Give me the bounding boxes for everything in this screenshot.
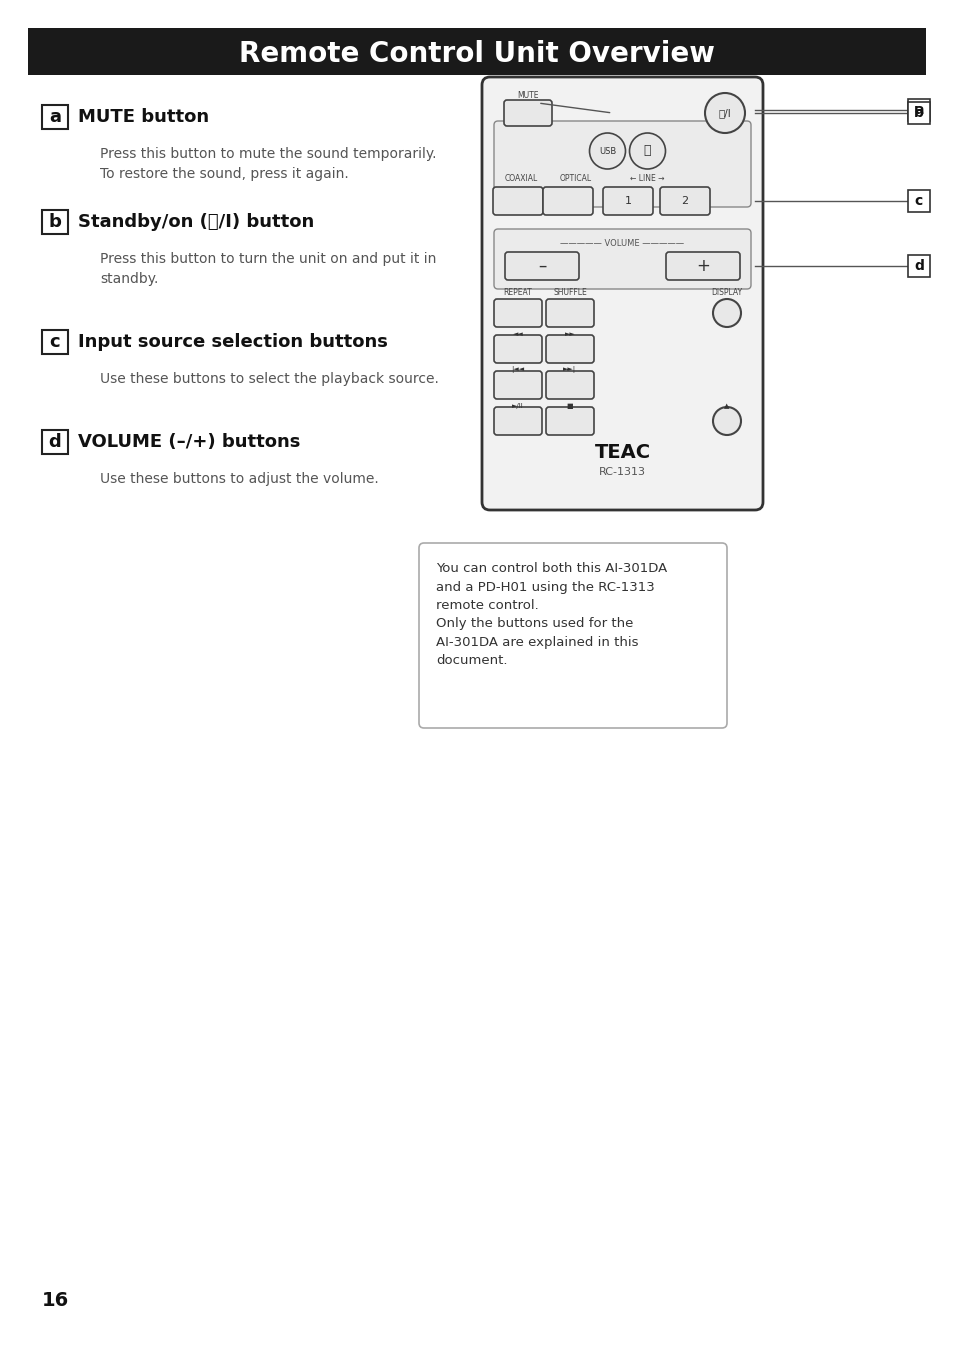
Text: RC-1313: RC-1313 [598,467,645,477]
Text: ►►: ►► [564,330,575,337]
FancyBboxPatch shape [494,121,750,207]
FancyBboxPatch shape [42,330,68,353]
FancyBboxPatch shape [665,252,740,280]
Text: Press this button to mute the sound temporarily.: Press this button to mute the sound temp… [100,148,436,161]
Text: To restore the sound, press it again.: To restore the sound, press it again. [100,167,349,181]
FancyBboxPatch shape [42,431,68,454]
FancyBboxPatch shape [602,187,652,215]
Text: –: – [537,257,546,275]
Text: d: d [913,259,923,274]
Text: a: a [49,108,61,126]
Text: Press this button to turn the unit on and put it in: Press this button to turn the unit on an… [100,252,436,265]
Text: Use these buttons to select the playback source.: Use these buttons to select the playback… [100,372,438,386]
Circle shape [712,408,740,435]
Text: OPTICAL: OPTICAL [559,175,592,183]
Text: COAXIAL: COAXIAL [504,175,537,183]
Text: MUTE: MUTE [517,91,538,100]
FancyBboxPatch shape [28,28,925,74]
Text: 16: 16 [42,1290,70,1311]
Text: ►/II: ►/II [512,403,523,409]
FancyBboxPatch shape [494,408,541,435]
FancyBboxPatch shape [545,371,594,399]
Text: b: b [49,213,61,232]
FancyBboxPatch shape [42,210,68,234]
Circle shape [704,93,744,133]
Text: +: + [696,257,709,275]
Text: 1: 1 [624,196,631,206]
Text: |◄◄: |◄◄ [511,366,524,372]
Text: Input source selection buttons: Input source selection buttons [78,333,388,351]
FancyBboxPatch shape [907,99,929,121]
Text: You can control both this AI-301DA
and a PD-H01 using the RC-1313
remote control: You can control both this AI-301DA and a… [436,562,666,668]
Text: Ⓑ: Ⓑ [643,145,651,157]
Text: SHUFFLE: SHUFFLE [553,288,586,297]
Text: TEAC: TEAC [594,443,650,462]
Text: standby.: standby. [100,272,158,286]
Text: c: c [914,194,923,209]
Text: c: c [50,333,60,351]
Text: d: d [49,433,61,451]
Text: DISPLAY: DISPLAY [711,288,741,297]
Circle shape [712,299,740,328]
FancyBboxPatch shape [545,299,594,328]
Text: USB: USB [598,146,616,156]
Circle shape [589,133,625,169]
FancyBboxPatch shape [907,255,929,278]
FancyBboxPatch shape [418,543,726,728]
FancyBboxPatch shape [542,187,593,215]
FancyBboxPatch shape [481,77,762,510]
Text: a: a [913,103,923,116]
FancyBboxPatch shape [494,334,541,363]
Circle shape [629,133,665,169]
FancyBboxPatch shape [545,408,594,435]
FancyBboxPatch shape [659,187,709,215]
FancyBboxPatch shape [907,190,929,213]
FancyBboxPatch shape [494,371,541,399]
Text: ▲: ▲ [723,403,729,409]
Text: Remote Control Unit Overview: Remote Control Unit Overview [239,41,714,68]
Text: b: b [913,106,923,121]
Text: MUTE button: MUTE button [78,108,209,126]
Text: ← LINE →: ← LINE → [629,175,664,183]
Text: ————— VOLUME —————: ————— VOLUME ————— [559,238,684,248]
Text: Use these buttons to adjust the volume.: Use these buttons to adjust the volume. [100,473,378,486]
FancyBboxPatch shape [494,229,750,288]
Text: ◄◄: ◄◄ [512,330,523,337]
FancyBboxPatch shape [545,334,594,363]
FancyBboxPatch shape [504,252,578,280]
FancyBboxPatch shape [493,187,542,215]
FancyBboxPatch shape [907,102,929,125]
Text: ⏻/I: ⏻/I [718,108,731,118]
Text: REPEAT: REPEAT [503,288,532,297]
FancyBboxPatch shape [503,100,552,126]
Text: VOLUME (–/+) buttons: VOLUME (–/+) buttons [78,433,300,451]
FancyBboxPatch shape [494,299,541,328]
Text: Standby/on (⏻/I) button: Standby/on (⏻/I) button [78,213,314,232]
Text: ■: ■ [566,403,573,409]
Text: 2: 2 [680,196,688,206]
FancyBboxPatch shape [42,106,68,129]
Text: ►►|: ►►| [563,366,576,372]
